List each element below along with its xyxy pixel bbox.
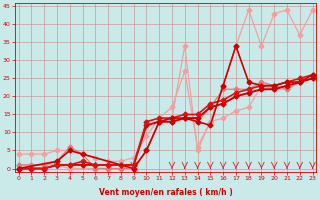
X-axis label: Vent moyen/en rafales ( km/h ): Vent moyen/en rafales ( km/h ) (99, 188, 232, 197)
